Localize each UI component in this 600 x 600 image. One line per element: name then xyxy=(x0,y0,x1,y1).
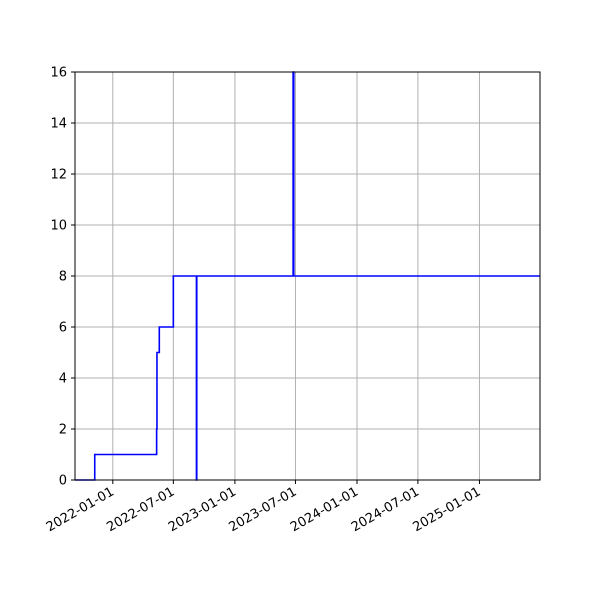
x-tick-label: 2023-01-01 xyxy=(166,484,239,535)
y-tick-label: 10 xyxy=(50,219,67,234)
y-tick-label: 12 xyxy=(50,168,67,183)
x-tick-label: 2023-07-01 xyxy=(227,484,300,535)
y-tick-label: 16 xyxy=(50,66,67,81)
y-axis-ticks: 0 2 4 6 8 10 12 14 16 xyxy=(50,66,75,489)
x-tick-label: 2022-01-01 xyxy=(44,484,117,535)
x-tick-label: 2022-07-01 xyxy=(104,484,177,535)
x-tick-label: 2024-07-01 xyxy=(349,484,422,535)
x-tick-label: 2024-01-01 xyxy=(288,484,361,535)
y-tick-label: 14 xyxy=(50,117,67,132)
y-tick-label: 4 xyxy=(59,372,67,387)
x-tick-label: 2025-01-01 xyxy=(411,484,484,535)
series-layer xyxy=(75,71,540,481)
x-axis-ticks: 2022-01-012022-07-012023-01-012023-07-01… xyxy=(44,480,484,535)
y-tick-label: 0 xyxy=(59,474,67,489)
y-tick-label: 2 xyxy=(59,423,67,438)
y-tick-label: 8 xyxy=(59,270,67,285)
series-line-0 xyxy=(75,71,540,481)
y-tick-label: 6 xyxy=(59,321,67,336)
